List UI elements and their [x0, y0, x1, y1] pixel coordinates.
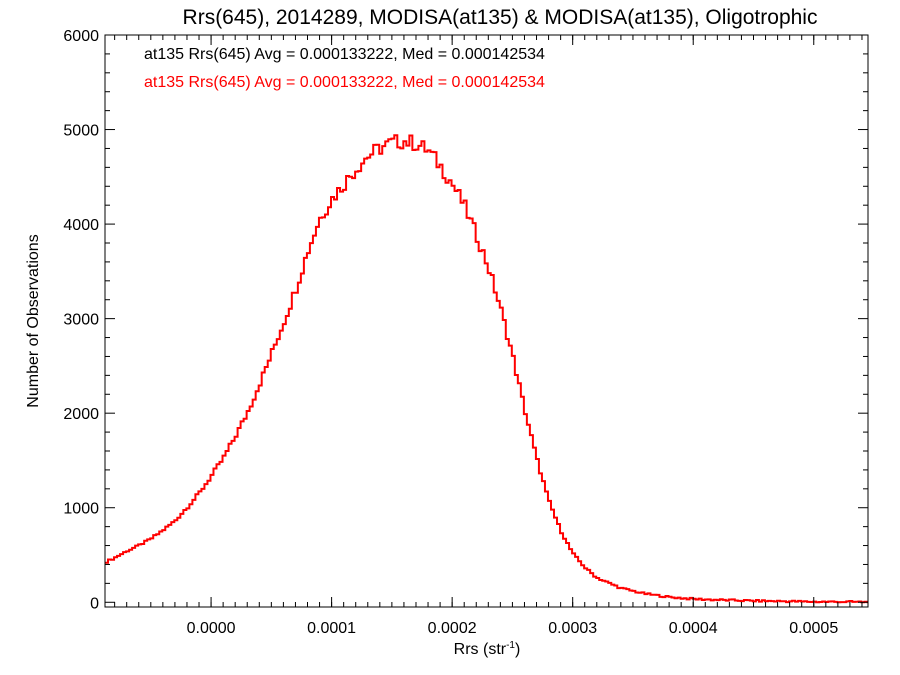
x-tick-label: 0.0004	[669, 620, 718, 637]
plot-frame	[104, 34, 869, 608]
y-axis-label: Number of Observations	[25, 234, 42, 407]
y-tick-label: 6000	[63, 28, 99, 45]
x-tick-label: 0.0005	[789, 620, 838, 637]
histogram-step-line	[105, 134, 869, 604]
x-tick-label: 0.0000	[187, 620, 236, 637]
legend-entry: at135 Rrs(645) Avg = 0.000133222, Med = …	[144, 74, 545, 91]
x-axis-label-text: Rrs (str	[454, 641, 507, 658]
x-axis-label: Rrs (str-1)	[454, 640, 521, 658]
x-tick-label: 0.0002	[428, 620, 477, 637]
y-tick-label: 4000	[63, 217, 99, 234]
y-tick-label: 2000	[63, 406, 99, 423]
x-tick-label: 0.0001	[307, 620, 356, 637]
legend: at135 Rrs(645) Avg = 0.000133222, Med = …	[144, 46, 545, 91]
x-axis-label-superscript: -1	[506, 640, 515, 651]
chart-title: Rrs(645), 2014289, MODISA(at135) & MODIS…	[183, 6, 818, 29]
x-tick-label: 0.0003	[548, 620, 597, 637]
y-tick-label: 1000	[63, 501, 99, 518]
y-tick-label: 0	[90, 595, 99, 612]
x-axis: 0.0000 0.0001 0.0002 0.0003 0.0004 0.0005	[114, 35, 863, 637]
y-tick-label: 5000	[63, 123, 99, 140]
legend-entry: at135 Rrs(645) Avg = 0.000133222, Med = …	[144, 46, 545, 63]
y-tick-label: 3000	[63, 312, 99, 329]
series-line	[105, 134, 869, 604]
y-axis: 0 1000 2000 3000 4000 5000 6000	[63, 28, 868, 612]
x-axis-label-close: )	[515, 641, 520, 658]
